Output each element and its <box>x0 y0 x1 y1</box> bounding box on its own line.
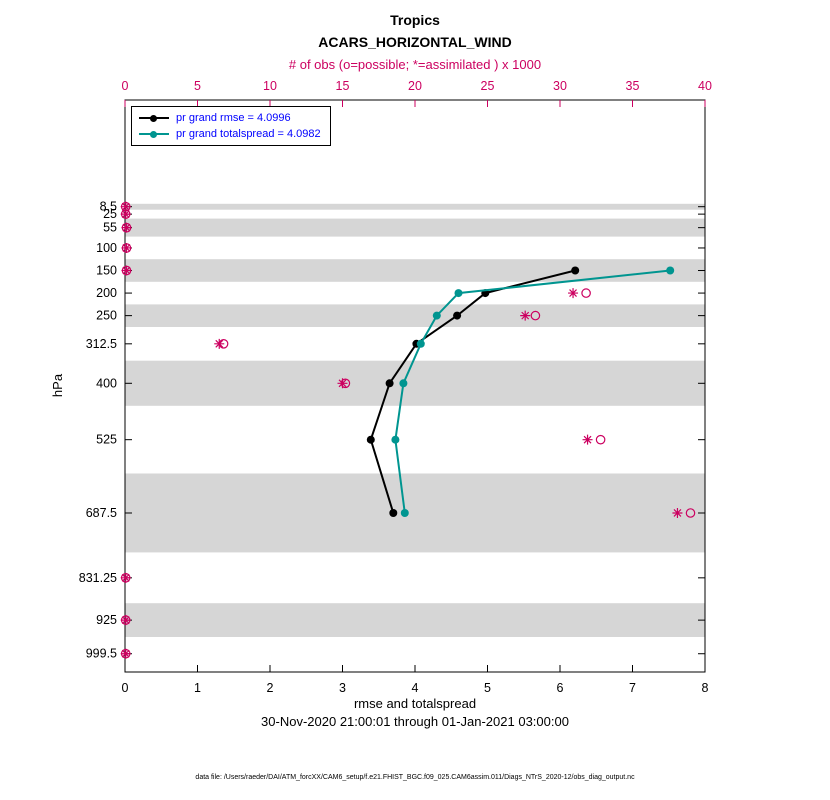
chart-subtitle: ACARS_HORIZONTAL_WIND <box>318 34 512 50</box>
legend-label-rmse: pr grand rmse = 4.0996 <box>176 112 291 124</box>
top-axis-tick-label: 40 <box>698 79 712 93</box>
obs-assimilated-marker <box>568 288 579 299</box>
shaded-band <box>125 603 705 637</box>
y-tick-label: 250 <box>96 309 117 323</box>
y-tick-label: 25 <box>103 207 117 221</box>
totalspread-sample-marker <box>150 130 157 138</box>
rmse-marker <box>453 311 462 320</box>
x-tick-label: 1 <box>194 681 201 695</box>
obs-assimilated-marker <box>121 242 132 253</box>
rmse-marker <box>389 509 398 517</box>
x-tick-label: 4 <box>412 681 419 695</box>
x-tick-label: 0 <box>122 681 129 695</box>
y-tick-label: 525 <box>96 433 117 447</box>
top-axis-tick-label: 10 <box>263 79 277 93</box>
x-tick-label: 2 <box>267 681 274 695</box>
obs-assimilated-marker <box>120 615 131 626</box>
rmse-line-sample <box>139 114 169 123</box>
obs-assimilated-marker <box>120 648 131 659</box>
y-tick-label: 55 <box>103 221 117 235</box>
y-tick-label: 100 <box>96 241 117 255</box>
shaded-band <box>125 360 705 406</box>
rmse-sample-marker <box>150 114 157 122</box>
shaded-band <box>125 304 705 327</box>
rmse-marker <box>385 379 394 388</box>
top-axis-tick-label: 25 <box>481 79 495 93</box>
legend: pr grand rmse = 4.0996 pr grand totalspr… <box>131 106 331 146</box>
top-axis-tick-label: 5 <box>194 79 201 93</box>
data-file-path: data file: /Users/raeder/DAI/ATM_forcXX/… <box>195 774 635 781</box>
y-axis-label: hPa <box>50 373 66 398</box>
totalspread-line-sample <box>139 130 169 139</box>
totalspread-marker <box>454 289 463 298</box>
top-axis-tick-label: 30 <box>553 79 567 93</box>
totalspread-marker <box>416 339 425 348</box>
x-tick-label: 7 <box>629 681 636 695</box>
rmse-marker <box>366 435 375 444</box>
shaded-band <box>125 473 705 553</box>
y-tick-label: 999.5 <box>86 647 117 661</box>
x-axis-label: rmse and totalspread <box>353 696 477 711</box>
obs-assimilated-marker <box>120 209 131 220</box>
y-tick-label: 150 <box>96 264 117 278</box>
totalspread-marker <box>391 435 400 444</box>
shaded-band <box>125 259 705 282</box>
top-axis-tick-label: 15 <box>336 79 350 93</box>
obs-assimilated-marker <box>582 434 593 445</box>
y-tick-label: 400 <box>96 376 117 390</box>
totalspread-marker <box>432 311 441 320</box>
obs-assimilated-marker <box>121 222 132 233</box>
obs-possible-marker <box>581 288 591 298</box>
y-tick-label: 925 <box>96 613 117 627</box>
top-axis-label: # of obs (o=possible; *=assimilated ) x … <box>288 57 542 72</box>
obs-possible-marker <box>530 310 541 321</box>
legend-label-totalspread: pr grand totalspread = 4.0982 <box>176 128 321 140</box>
top-axis-tick-label: 0 <box>122 79 129 93</box>
shaded-band <box>125 218 705 237</box>
obs-assimilated-marker <box>337 378 348 389</box>
date-range-label: 30-Nov-2020 21:00:01 through 01-Jan-2021… <box>261 714 569 729</box>
y-tick-label: 831.25 <box>79 571 117 585</box>
obs-assimilated-marker <box>214 338 225 349</box>
legend-item-totalspread: pr grand totalspread = 4.0982 <box>139 128 321 140</box>
obs-assimilated-marker <box>672 507 683 518</box>
totalspread-marker <box>400 509 409 517</box>
obs-assimilated-marker <box>120 201 131 212</box>
rmse-marker <box>571 266 580 275</box>
shaded-band <box>125 203 705 210</box>
obs-assimilated-marker <box>121 265 132 276</box>
obs-assimilated-marker <box>120 572 131 583</box>
x-tick-label: 6 <box>557 681 564 695</box>
totalspread-marker <box>399 379 408 388</box>
top-axis-tick-label: 20 <box>408 79 422 93</box>
y-tick-label: 8.5 <box>100 200 117 214</box>
y-tick-label: 312.5 <box>86 337 117 351</box>
x-tick-label: 3 <box>339 681 346 695</box>
obs-possible-marker <box>685 508 696 518</box>
x-tick-label: 5 <box>484 681 491 695</box>
chart-title: Tropics <box>390 12 440 28</box>
legend-item-rmse: pr grand rmse = 4.0996 <box>139 112 321 124</box>
y-tick-label: 687.5 <box>86 506 117 520</box>
x-tick-label: 8 <box>702 681 709 695</box>
obs-possible-marker <box>595 434 606 445</box>
top-axis-tick-label: 35 <box>626 79 640 93</box>
obs-assimilated-marker <box>520 310 531 321</box>
totalspread-marker <box>666 266 675 275</box>
y-tick-label: 200 <box>96 286 117 300</box>
